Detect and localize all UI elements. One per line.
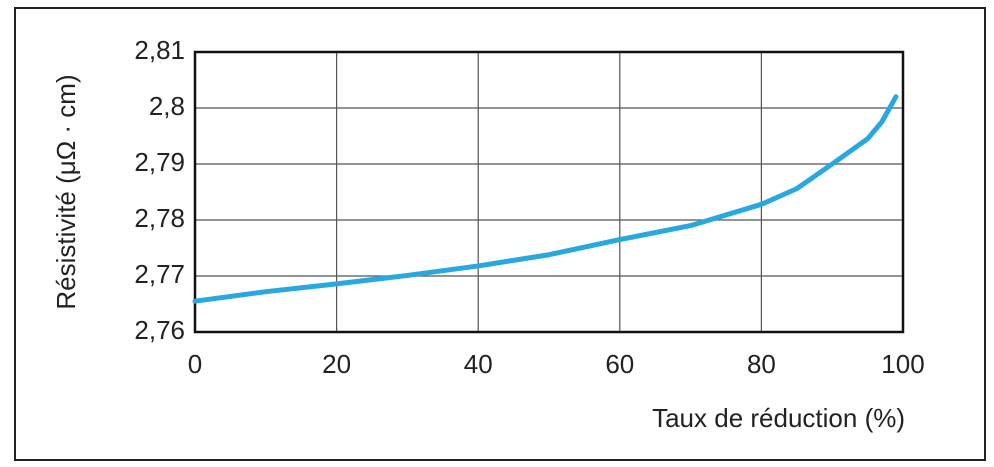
y-tick-label: 2,77 xyxy=(134,259,185,289)
y-tick-label: 2,76 xyxy=(134,315,185,345)
x-tick-label: 100 xyxy=(881,349,924,379)
x-tick-label: 40 xyxy=(464,349,493,379)
plot-frame xyxy=(193,50,905,334)
y-tick-label: 2,78 xyxy=(134,203,185,233)
y-tick-label: 2,8 xyxy=(149,91,185,121)
y-tick-label: 2,79 xyxy=(134,147,185,177)
x-tick-label: 20 xyxy=(322,349,351,379)
x-axis-label: Taux de réduction (%) xyxy=(652,403,905,433)
frame xyxy=(14,7,986,461)
x-tick-label: 80 xyxy=(747,349,776,379)
data-line xyxy=(192,94,899,304)
y-tick-label: 2,81 xyxy=(134,35,185,65)
x-tick-label: 60 xyxy=(605,349,634,379)
y-axis-label: Résistivité (μΩ · cm) xyxy=(51,74,81,309)
x-tick-label: 0 xyxy=(188,349,202,379)
